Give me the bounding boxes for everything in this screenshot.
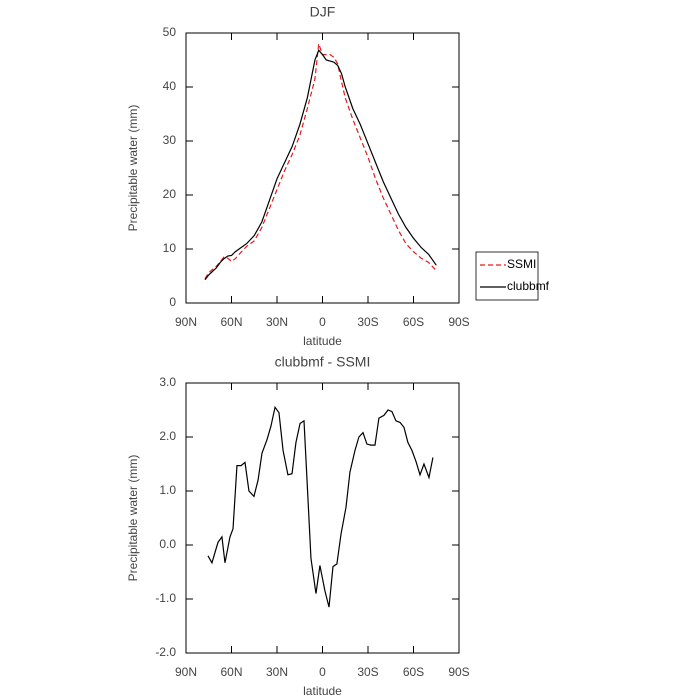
- y-tick-label: 20: [163, 187, 177, 201]
- y-tick-label: 10: [163, 241, 177, 255]
- y-tick-label: 50: [163, 25, 177, 39]
- data-line: [204, 49, 437, 281]
- x-tick-label: 60N: [220, 665, 242, 679]
- y-tick-label: 0: [169, 295, 176, 309]
- x-axis-label: latitude: [303, 684, 342, 698]
- x-tick-label: 0: [319, 665, 326, 679]
- data-line: [207, 405, 434, 608]
- x-tick-label: 60N: [220, 315, 242, 329]
- y-tick-label: 1.0: [159, 483, 176, 497]
- y-axis-label: Precipitable water (mm): [126, 455, 140, 582]
- plot-frame: [185, 382, 460, 654]
- y-tick-label: -2.0: [155, 645, 176, 659]
- y-tick-label: 3.0: [159, 375, 176, 389]
- x-tick-label: 0: [319, 315, 326, 329]
- chart-title: DJF: [310, 4, 336, 20]
- x-tick-label: 90S: [448, 665, 469, 679]
- chart-title: clubbmf - SSMI: [275, 354, 371, 370]
- legend-box: [475, 251, 539, 301]
- y-tick-label: 0.0: [159, 537, 176, 551]
- x-tick-label: 30S: [357, 315, 378, 329]
- x-axis-label: latitude: [303, 334, 342, 348]
- x-tick-label: 30S: [357, 665, 378, 679]
- plot-frame: [185, 32, 460, 304]
- x-tick-label: 90S: [448, 315, 469, 329]
- x-tick-label: 30N: [266, 315, 288, 329]
- x-tick-label: 60S: [403, 315, 424, 329]
- y-tick-label: 30: [163, 133, 177, 147]
- y-axis-label: Precipitable water (mm): [126, 105, 140, 232]
- data-line: [204, 43, 437, 280]
- x-tick-label: 90N: [175, 315, 197, 329]
- legend-label: SSMI: [507, 257, 536, 271]
- y-tick-label: 40: [163, 79, 177, 93]
- legend-label: clubbmf: [507, 279, 550, 293]
- x-tick-label: 60S: [403, 665, 424, 679]
- y-tick-label: 2.0: [159, 429, 176, 443]
- x-tick-label: 90N: [175, 665, 197, 679]
- x-tick-label: 30N: [266, 665, 288, 679]
- y-tick-label: -1.0: [155, 591, 176, 605]
